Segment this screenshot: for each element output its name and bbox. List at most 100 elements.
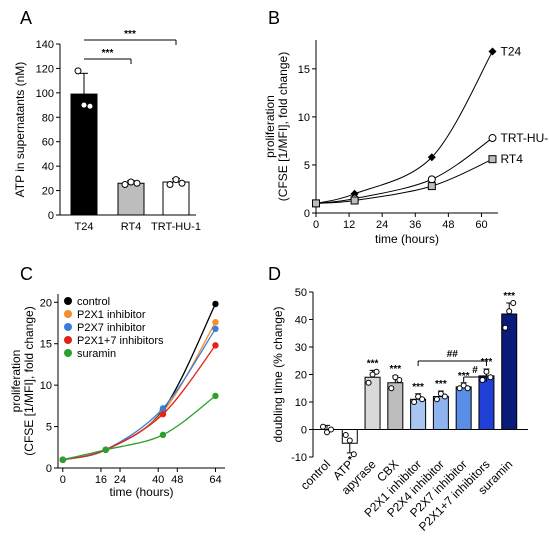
- data-point: [178, 179, 186, 187]
- x-tick-label: T24: [75, 221, 94, 233]
- data-point: [433, 396, 440, 403]
- bar: [478, 375, 495, 430]
- y-tick-label: 140: [36, 39, 54, 51]
- data-point: [419, 396, 426, 403]
- data-point: [373, 368, 380, 375]
- significance-star: ***: [503, 291, 515, 302]
- x-tick-label: TRT-HU-1: [151, 221, 201, 233]
- data-point: [388, 385, 395, 392]
- data-point: [488, 134, 497, 143]
- y-tick-label: 10: [40, 380, 52, 392]
- series-line: [62, 395, 216, 461]
- y-tick-label: 15: [298, 64, 310, 76]
- data-point: [437, 390, 444, 397]
- legend-marker: [64, 297, 72, 305]
- legend-marker: [64, 336, 72, 344]
- bar: [387, 382, 404, 430]
- legend-label: control: [77, 296, 110, 308]
- significance-star: *: [348, 455, 352, 466]
- data-point: [166, 180, 174, 188]
- data-point: [59, 456, 66, 463]
- y-tick-label: 5: [46, 422, 52, 434]
- data-point: [320, 423, 326, 430]
- data-point: [159, 410, 167, 418]
- x-tick-label: 64: [209, 474, 221, 486]
- y-tick-label: 50: [295, 287, 307, 299]
- x-tick-label: 36: [409, 219, 421, 231]
- x-axis-label: time (hours): [109, 485, 173, 499]
- data-point: [427, 153, 436, 162]
- data-point: [159, 405, 167, 412]
- data-point: [427, 182, 436, 191]
- data-point: [488, 47, 497, 56]
- legend-marker: [64, 349, 72, 357]
- data-point: [312, 199, 320, 208]
- data-point: [441, 393, 448, 400]
- data-point: [415, 393, 422, 400]
- y-tick-label: 30: [295, 342, 307, 354]
- significance-label: ***: [102, 48, 114, 59]
- y-tick-label: 80: [42, 112, 54, 124]
- legend-label: P2X1+7 inhibitors: [77, 335, 164, 347]
- series-label: TRT-HU-1: [500, 131, 549, 145]
- data-point: [460, 382, 467, 389]
- data-point: [464, 385, 471, 392]
- y-tick-label: 100: [36, 88, 54, 100]
- y-axis-label: proliferation: [263, 95, 277, 158]
- y-tick-label: 120: [36, 63, 54, 75]
- y-tick-label: 0: [301, 425, 307, 437]
- panel-label-a: A: [20, 8, 32, 28]
- data-point: [324, 429, 330, 436]
- data-point: [212, 325, 219, 332]
- y-tick-label: 5: [304, 160, 310, 172]
- data-point: [411, 399, 418, 405]
- significance-star: ***: [435, 379, 447, 390]
- panel-label-b: B: [268, 8, 280, 28]
- y-tick-label: -10: [291, 452, 307, 464]
- bar: [117, 182, 145, 216]
- x-axis-label: time (hours): [375, 232, 439, 246]
- significance-star: ***: [412, 382, 424, 393]
- bar: [455, 386, 472, 430]
- y-tick-label: 0: [304, 208, 310, 220]
- data-point: [479, 377, 486, 383]
- x-tick-label: 48: [442, 219, 454, 231]
- data-point: [80, 101, 88, 109]
- data-point: [328, 426, 334, 433]
- data-point: [350, 451, 357, 458]
- x-tick-label: 0: [60, 474, 66, 486]
- data-point: [483, 368, 490, 375]
- data-point: [342, 432, 349, 438]
- x-tick-label: 60: [475, 219, 487, 231]
- series-line: [62, 344, 216, 461]
- significance-label: #: [472, 365, 478, 376]
- y-axis-label: (CFSE [1/MFI], fold change): [276, 52, 290, 201]
- data-point: [102, 446, 109, 453]
- y-axis-label: ATP in supernatants (nM): [13, 62, 27, 198]
- y-tick-label: 15: [40, 339, 52, 351]
- panel-label-d: D: [268, 264, 281, 284]
- y-tick-label: 10: [295, 397, 307, 409]
- series-line: [315, 158, 493, 204]
- y-tick-label: 60: [42, 137, 54, 149]
- data-point: [212, 318, 219, 326]
- x-tick-label: 12: [343, 219, 355, 231]
- data-point: [172, 176, 180, 184]
- data-point: [212, 392, 219, 400]
- x-tick-label: 40: [152, 474, 164, 486]
- x-tick-label: 48: [171, 474, 183, 486]
- data-point: [427, 175, 436, 184]
- y-tick-label: 10: [298, 112, 310, 124]
- series-label: T24: [500, 45, 521, 59]
- data-point: [350, 196, 359, 205]
- bar: [501, 313, 518, 430]
- x-tick-label: 24: [376, 219, 388, 231]
- data-point: [392, 374, 399, 381]
- significance-star: ***: [389, 364, 401, 375]
- y-tick-label: 20: [40, 297, 52, 309]
- data-point: [346, 437, 353, 444]
- y-tick-label: 0: [48, 210, 54, 222]
- y-tick-label: 40: [295, 315, 307, 327]
- x-tick-label: 24: [114, 474, 126, 486]
